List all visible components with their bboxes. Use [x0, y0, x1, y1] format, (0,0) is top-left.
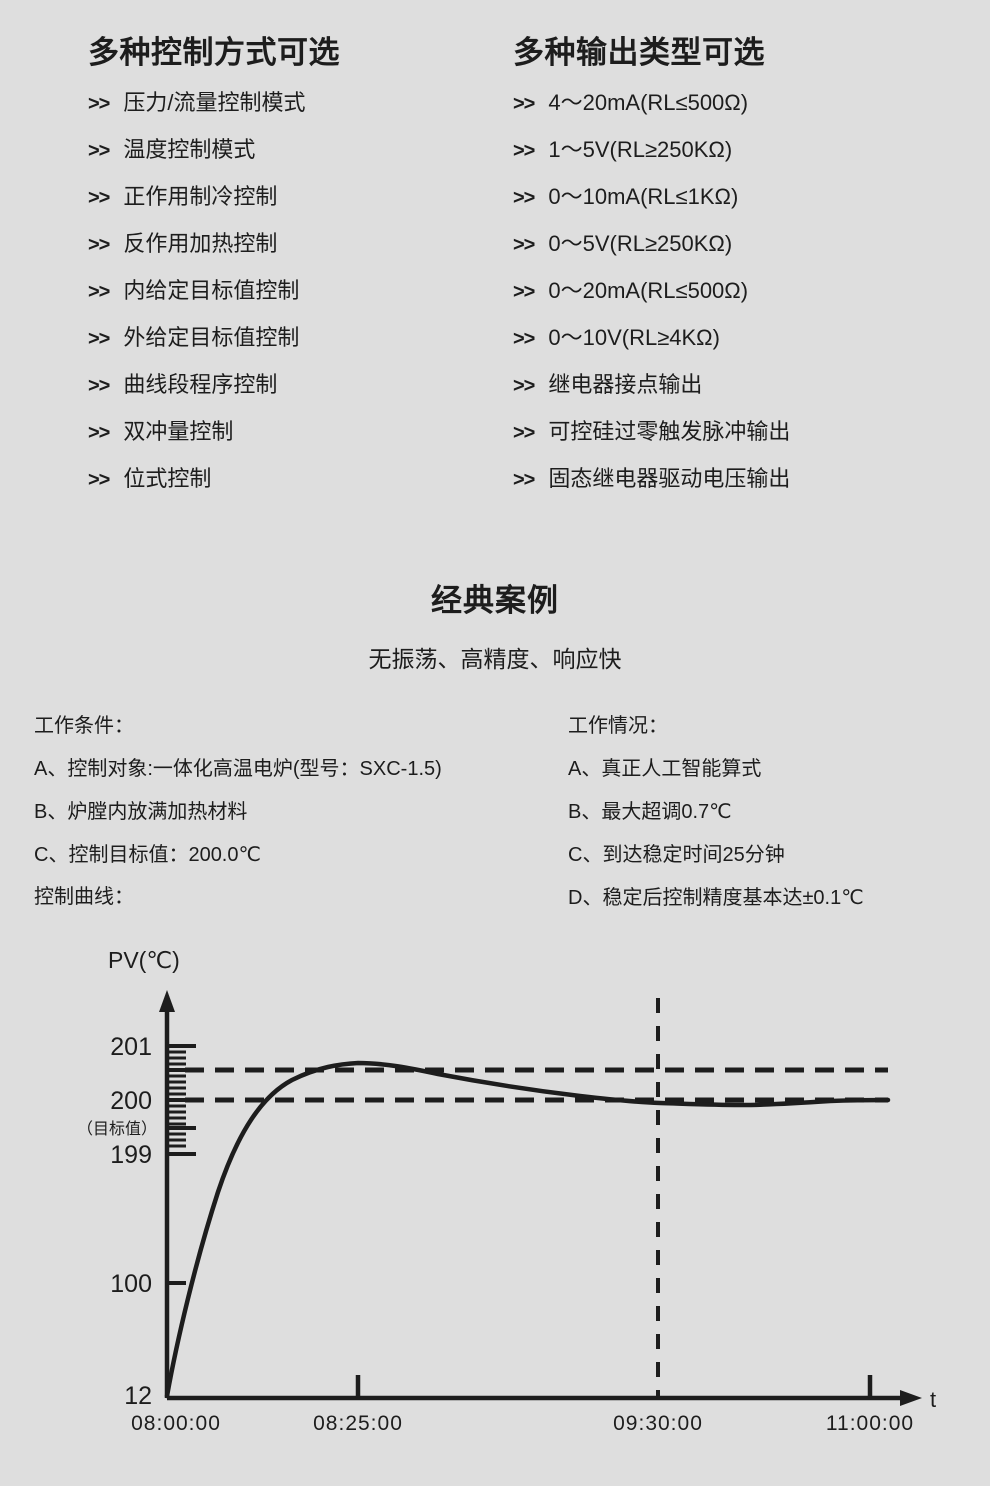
- list-item-label: 内给定目标值控制: [123, 278, 300, 304]
- y-label-201: 201: [110, 1033, 152, 1061]
- working-situation-heading: 工作情况：: [568, 715, 668, 737]
- list-item-label: 曲线段程序控制: [123, 372, 278, 398]
- y-axis-arrowhead: [159, 990, 175, 1012]
- list-item-label: 0～5V(RL≥250KΩ): [548, 231, 733, 257]
- list-item-label: 双冲量控制: [123, 419, 234, 445]
- list-item: >> 继电器接点输出: [513, 372, 933, 398]
- list-item-label: 0～10mA(RL≤1KΩ): [548, 184, 739, 210]
- situation-item: A、真正人工智能算式: [568, 758, 762, 780]
- list-item-label: 固态继电器驱动电压输出: [548, 466, 791, 492]
- x-label-0800: 08:00:00: [131, 1412, 221, 1435]
- list-item: >> 压力/流量控制模式: [88, 90, 488, 116]
- list-item: >> 0～10V(RL≥4KΩ): [513, 325, 933, 351]
- axes: [159, 990, 922, 1406]
- working-conditions-block: 工作条件： A、控制对象:一体化高温电炉(型号：SXC-1.5) B、炉膛内放满…: [34, 716, 442, 865]
- chevron-double-right-icon: >>: [513, 187, 535, 210]
- condition-item: B、炉膛内放满加热材料: [34, 801, 248, 823]
- list-item: >> 可控硅过零触发脉冲输出: [513, 419, 933, 445]
- control-modes-column: 多种控制方式可选 >> 压力/流量控制模式 >> 温度控制模式 >> 正作用制冷控制 …: [88, 35, 488, 515]
- chevron-double-right-icon: >>: [513, 422, 535, 445]
- x-label-1100: 11:00:00: [826, 1412, 914, 1435]
- y-label-12: 12: [124, 1382, 152, 1410]
- chevron-double-right-icon: >>: [513, 93, 535, 116]
- y-label-target-note: （目标值）: [77, 1120, 157, 1138]
- chevron-double-right-icon: >>: [88, 375, 110, 398]
- list-item: >> 双冲量控制: [88, 419, 488, 445]
- chevron-double-right-icon: >>: [88, 93, 110, 116]
- chevron-double-right-icon: >>: [513, 469, 535, 492]
- list-item-label: 温度控制模式: [123, 137, 256, 163]
- y-label-199: 199: [110, 1141, 152, 1169]
- condition-item: A、控制对象:一体化高温电炉(型号：SXC-1.5): [34, 758, 442, 780]
- working-situation-block: 工作情况： A、真正人工智能算式 B、最大超调0.7℃ C、到达稳定时间25分钟…: [568, 716, 864, 908]
- list-item: >> 温度控制模式: [88, 137, 488, 163]
- situation-item: C、到达稳定时间25分钟: [568, 844, 785, 866]
- x-axis-title: t: [930, 1387, 936, 1412]
- list-item: >> 0～10mA(RL≤1KΩ): [513, 184, 933, 210]
- x-axis-arrowhead: [900, 1390, 922, 1406]
- y-axis-ticks: [167, 1044, 196, 1285]
- chevron-double-right-icon: >>: [88, 140, 110, 163]
- chevron-double-right-icon: >>: [88, 234, 110, 257]
- output-types-list: >> 4～20mA(RL≤500Ω) >> 1～5V(RL≥250KΩ) >> 0～1…: [513, 90, 933, 492]
- list-item-label: 0～20mA(RL≤500Ω): [548, 278, 749, 304]
- list-item-label: 可控硅过零触发脉冲输出: [548, 419, 791, 445]
- list-item-label: 正作用制冷控制: [123, 184, 278, 210]
- control-curve-chart: PV(℃): [0, 920, 990, 1486]
- list-item-label: 位式控制: [123, 466, 212, 492]
- chevron-double-right-icon: >>: [88, 328, 110, 351]
- output-types-column: 多种输出类型可选 >> 4～20mA(RL≤500Ω) >> 1～5V(RL≥250…: [513, 35, 933, 515]
- x-label-0930: 09:30:00: [613, 1412, 703, 1435]
- chevron-double-right-icon: >>: [513, 375, 535, 398]
- list-item: >> 1～5V(RL≥250KΩ): [513, 137, 933, 163]
- working-conditions-heading: 工作条件：: [34, 715, 134, 737]
- chevron-double-right-icon: >>: [88, 422, 110, 445]
- list-item-label: 压力/流量控制模式: [123, 90, 306, 116]
- list-item: >> 正作用制冷控制: [88, 184, 488, 210]
- y-label-100: 100: [110, 1270, 152, 1298]
- list-item: >> 4～20mA(RL≤500Ω): [513, 90, 933, 116]
- situation-item: B、最大超调0.7℃: [568, 801, 732, 823]
- pv-curve: [164, 1060, 891, 1399]
- y-label-200: 200: [110, 1087, 152, 1115]
- list-item: >> 曲线段程序控制: [88, 372, 488, 398]
- list-item: >> 外给定目标值控制: [88, 325, 488, 351]
- chart-svg: PV(℃): [77, 947, 936, 1435]
- x-axis-labels: 08:00:00 08:25:00 09:30:00 11:00:00: [131, 1412, 914, 1435]
- chevron-double-right-icon: >>: [513, 140, 535, 163]
- y-axis-title: PV(℃): [108, 947, 180, 973]
- control-modes-title: 多种控制方式可选: [88, 35, 340, 70]
- list-item-label: 4～20mA(RL≤500Ω): [548, 90, 749, 116]
- list-item: >> 位式控制: [88, 466, 488, 492]
- chevron-double-right-icon: >>: [513, 328, 535, 351]
- list-item-label: 继电器接点输出: [548, 372, 703, 398]
- x-axis-ticks: [355, 1375, 873, 1398]
- x-label-0825: 08:25:00: [313, 1412, 403, 1435]
- chevron-double-right-icon: >>: [88, 281, 110, 304]
- list-item-label: 外给定目标值控制: [123, 325, 300, 351]
- list-item: >> 反作用加热控制: [88, 231, 488, 257]
- chevron-double-right-icon: >>: [513, 281, 535, 304]
- list-item-label: 1～5V(RL≥250KΩ): [548, 137, 733, 163]
- control-modes-list: >> 压力/流量控制模式 >> 温度控制模式 >> 正作用制冷控制 >> 反作用加热控制…: [88, 90, 488, 492]
- case-study-title: 经典案例: [431, 583, 559, 618]
- situation-item: D、稳定后控制精度基本达±0.1℃: [568, 887, 864, 909]
- list-item: >> 0～20mA(RL≤500Ω): [513, 278, 933, 304]
- y-axis-labels: 201 200 （目标值） 199 100 12: [77, 1033, 157, 1410]
- list-item: >> 内给定目标值控制: [88, 278, 488, 304]
- list-item-label: 反作用加热控制: [123, 231, 278, 257]
- condition-item: C、控制目标值：200.0℃: [34, 844, 261, 866]
- control-curve-label: 控制曲线：: [34, 886, 134, 908]
- output-types-title: 多种输出类型可选: [513, 35, 765, 70]
- chevron-double-right-icon: >>: [88, 469, 110, 492]
- chevron-double-right-icon: >>: [513, 234, 535, 257]
- list-item: >> 固态继电器驱动电压输出: [513, 466, 933, 492]
- chevron-double-right-icon: >>: [88, 187, 110, 210]
- list-item-label: 0～10V(RL≥4KΩ): [548, 325, 720, 351]
- list-item: >> 0～5V(RL≥250KΩ): [513, 231, 933, 257]
- case-study-subtitle: 无振荡、高精度、响应快: [368, 646, 622, 672]
